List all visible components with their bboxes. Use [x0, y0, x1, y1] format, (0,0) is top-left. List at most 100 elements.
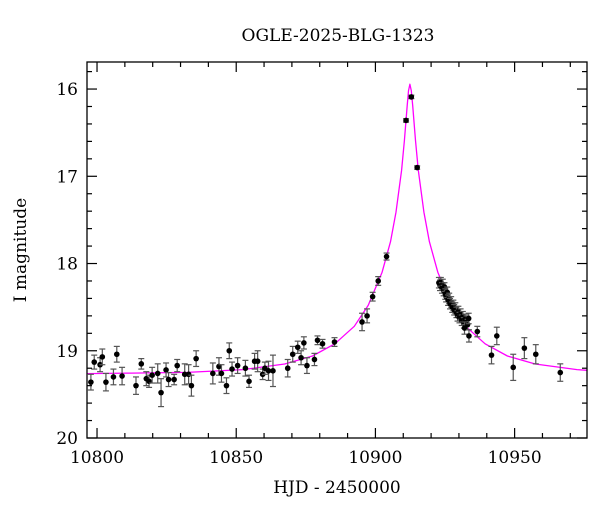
data-marker	[270, 368, 276, 374]
data-point	[234, 357, 241, 375]
x-tick-label: 10800	[70, 448, 124, 468]
data-marker	[414, 164, 420, 171]
data-point	[403, 117, 410, 124]
x-axis-label: HJD - 2450000	[273, 478, 401, 498]
data-marker	[234, 362, 241, 369]
data-point	[149, 366, 156, 384]
y-tick-label: 18	[56, 255, 78, 275]
data-marker	[138, 361, 145, 367]
chart-title: OGLE-2025-BLG-1323	[242, 26, 435, 46]
data-point	[298, 350, 305, 366]
data-point	[465, 329, 472, 343]
data-point	[493, 326, 500, 346]
y-axis-label: I magnitude	[11, 198, 31, 302]
data-point	[193, 350, 200, 368]
data-marker	[301, 340, 307, 346]
data-point	[532, 344, 539, 365]
data-point	[294, 340, 301, 354]
data-point	[99, 348, 106, 366]
data-point	[242, 359, 249, 377]
data-marker	[369, 293, 376, 300]
data-point	[158, 378, 165, 408]
data-point	[165, 371, 172, 388]
data-point	[154, 363, 161, 384]
data-point	[414, 164, 421, 171]
data-marker	[174, 362, 181, 369]
data-point	[91, 354, 98, 370]
data-marker	[311, 356, 318, 363]
data-point	[209, 362, 216, 385]
y-tick-label: 19	[56, 342, 78, 362]
data-point	[246, 374, 253, 389]
data-marker	[403, 117, 409, 124]
data-point	[300, 336, 307, 350]
data-point	[229, 361, 236, 377]
data-marker	[110, 374, 117, 380]
x-tick-labels: 10800 10850 10900 10950	[70, 448, 542, 468]
data-point	[185, 364, 192, 385]
data-point	[102, 372, 109, 392]
data-marker	[188, 382, 195, 389]
data-marker	[185, 371, 192, 378]
data-point	[269, 354, 276, 388]
data-point	[461, 321, 468, 335]
data-marker	[165, 376, 172, 383]
data-marker	[461, 325, 468, 331]
data-point	[311, 352, 318, 367]
data-point	[138, 358, 145, 370]
data-marker	[226, 347, 233, 354]
data-marker	[359, 319, 365, 325]
data-marker	[314, 337, 321, 344]
data-point	[331, 337, 338, 347]
data-point	[474, 325, 481, 338]
data-point	[408, 94, 415, 100]
data-marker	[218, 370, 225, 377]
data-marker	[99, 354, 106, 360]
data-point	[226, 342, 233, 360]
data-point	[87, 373, 94, 391]
data-point	[218, 364, 225, 383]
data-point	[132, 376, 139, 395]
data-marker	[210, 370, 216, 377]
data-point	[314, 335, 321, 346]
data-point	[289, 345, 296, 363]
data-marker	[265, 368, 272, 374]
data-point	[369, 291, 376, 302]
data-marker	[383, 253, 390, 260]
data-point	[174, 358, 181, 373]
data-marker	[408, 94, 415, 100]
data-point	[110, 368, 117, 386]
data-marker	[113, 351, 120, 358]
data-point	[521, 337, 528, 360]
data-marker	[488, 352, 495, 358]
data-point	[223, 377, 230, 395]
y-tick-label: 20	[56, 429, 78, 449]
data-marker	[103, 379, 109, 385]
data-point	[171, 373, 178, 386]
data-marker	[532, 351, 539, 358]
data-point	[303, 357, 310, 375]
data-point	[383, 252, 390, 261]
data-marker	[289, 351, 296, 358]
data-point	[146, 374, 153, 389]
data-marker	[91, 359, 98, 365]
data-marker	[375, 278, 382, 284]
data-marker	[331, 339, 338, 345]
data-marker	[163, 367, 169, 373]
y-tick-labels: 16 17 18 19 20	[56, 80, 78, 449]
model-curve	[86, 83, 588, 375]
data-point	[163, 362, 170, 378]
data-marker	[149, 372, 155, 378]
data-point	[319, 338, 326, 349]
x-tick-label: 10900	[348, 448, 402, 468]
data-marker	[119, 373, 125, 379]
data-point	[375, 276, 382, 286]
data-points-layer	[87, 94, 564, 408]
data-marker	[229, 366, 235, 372]
y-tick-label: 17	[56, 167, 78, 187]
data-point	[119, 366, 126, 386]
data-marker	[298, 354, 304, 361]
x-tick-label: 10950	[488, 448, 542, 468]
data-point	[254, 350, 261, 373]
